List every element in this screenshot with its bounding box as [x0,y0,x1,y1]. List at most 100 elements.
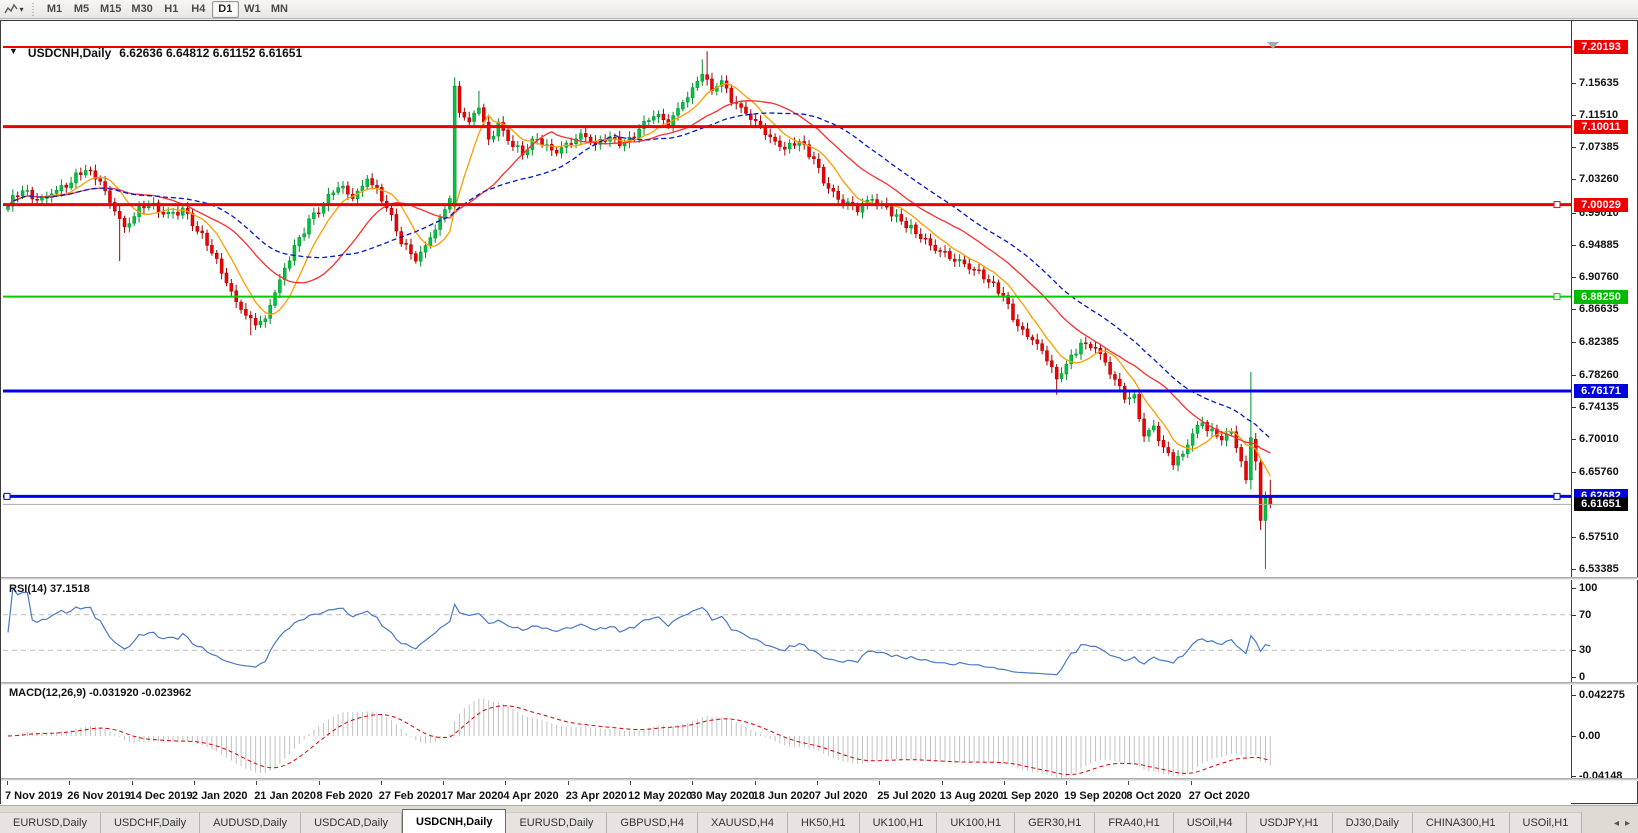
chart-symbol-label: USDCNH,Daily [27,46,112,60]
chart-dropdown-caret-icon[interactable]: ▾ [19,4,24,14]
rsi-panel-separator[interactable] [1,577,1638,580]
date-tick-mark [380,781,382,785]
date-tick-mark [505,781,507,785]
date-tick-mark [754,781,756,785]
timeframe-button-mn[interactable]: MN [270,3,288,15]
date-label: 8 Oct 2020 [1126,790,1182,802]
level-handle-left[interactable] [3,492,11,500]
chart-tab-fra40-h1-12[interactable]: FRA40,H1 [1095,812,1174,833]
chart-tab-china300-h1-16[interactable]: CHINA300,H1 [1412,812,1510,833]
rsi-tick-label: 70 [1579,608,1592,621]
date-tick-mark [1190,781,1192,785]
price-tick-label: 6.82385 [1579,336,1619,349]
chart-tab-ger30-h1-11[interactable]: GER30,H1 [1015,812,1096,833]
candlestick-glyph [4,3,19,13]
chart-tab-eurusd-daily-5[interactable]: EURUSD,Daily [506,812,608,833]
rsi-tick-label: 0 [1579,671,1586,683]
timeframe-button-m1[interactable]: M1 [46,3,63,15]
price-tick-mark [1571,342,1576,344]
date-label: 1 Sep 2020 [1001,790,1059,802]
rsi-tick-label: 30 [1579,644,1592,657]
date-label: 7 Jul 2020 [814,790,868,802]
price-tick-label: 6.57510 [1579,530,1619,543]
macd-panel-separator[interactable] [1,682,1638,685]
chart-tab-usoil-h1-17[interactable]: USOil,H1 [1509,812,1583,833]
price-tick-label: 6.86635 [1579,303,1619,316]
chart-tab-usoil-h4-13[interactable]: USOil,H4 [1173,812,1247,833]
price-badge-6.76171: 6.76171 [1574,383,1628,398]
date-label: 26 Nov 2019 [67,790,131,802]
timeframe-button-m30[interactable]: M30 [131,3,153,15]
timeframe-button-w1[interactable]: W1 [244,3,261,15]
tab-scroll-arrows: ◂ ▸ [1606,818,1638,833]
price-badge-6.88250: 6.88250 [1574,289,1628,304]
date-label: 30 May 2020 [690,790,755,802]
price-tick-label: 6.78260 [1579,368,1619,381]
date-label: 23 Apr 2020 [565,790,628,802]
date-axis[interactable]: 7 Nov 2019 26 Nov 2019 14 Dec 2019 2 Jan 20… [1,781,1571,805]
date-label: 7 Nov 2019 [5,790,63,802]
price-tick-label: 6.65760 [1579,466,1619,479]
price-tick-label: 6.90760 [1579,270,1619,283]
level-handle-right[interactable] [1553,492,1561,500]
date-tick-mark [318,781,320,785]
date-tick-mark [630,781,631,785]
rsi-tick-mark [1571,588,1576,589]
timeframe-button-h1[interactable]: H1 [164,3,179,15]
timeframe-button-h4[interactable]: H4 [191,3,206,15]
chart-tab-hk50-h1-8[interactable]: HK50,H1 [787,812,860,833]
level-handle-right[interactable] [1553,293,1561,301]
price-tick-mark [1571,472,1576,474]
chart-shift-marker-icon[interactable] [1267,42,1279,49]
timeframe-button-m5[interactable]: M5 [73,3,90,15]
toolbar-grip-handle[interactable] [30,2,35,16]
chart-tab-uk100-h1-9[interactable]: UK100,H1 [859,812,938,833]
tab-scroll-left-icon[interactable]: ◂ [1613,818,1619,829]
price-tick-label: 7.15635 [1579,76,1619,89]
price-tick-mark [1571,309,1576,311]
price-tick-mark [1571,406,1576,408]
chart-tab-dj30-daily-15[interactable]: DJ30,Daily [1332,812,1413,833]
chart-tab-usdchf-daily-1[interactable]: USDCHF,Daily [100,812,201,833]
chart-tab-xauusd-h4-7[interactable]: XAUUSD,H4 [697,812,788,833]
price-tick-label: 7.03260 [1579,173,1619,186]
date-tick-mark [941,781,943,785]
chart-tab-usdjpy-h1-14[interactable]: USDJPY,H1 [1246,812,1333,833]
macd-tick-label: 0.042275 [1579,689,1625,702]
chart-title: ▼ USDCNH,Daily 6.62636 6.64812 6.61152 6… [9,46,302,60]
chart-tab-uk100-h1-10[interactable]: UK100,H1 [937,812,1016,833]
ma-fast-line [7,82,1271,477]
collapse-triangle-icon[interactable]: ▼ [9,46,18,56]
rsi-indicator-label: RSI(14) 37.1518 [9,583,90,595]
price-tick-label: 6.53385 [1579,563,1619,575]
date-label: 14 Dec 2019 [129,790,193,802]
price-tick-label: 6.70010 [1579,433,1619,446]
tab-scroll-right-icon[interactable]: ▸ [1624,818,1630,829]
chart-tab-usdcnh-daily-4[interactable]: USDCNH,Daily [402,809,507,833]
level-handle-right[interactable] [1553,201,1561,209]
price-tick-label: 6.94885 [1579,238,1619,251]
price-tick-label: 6.74135 [1579,400,1619,413]
price-tick-label: 7.07385 [1579,141,1619,154]
price-tick-mark [1571,244,1576,246]
chart-tab-gbpusd-h4-6[interactable]: GBPUSD,H4 [607,812,698,833]
date-label: 18 Jun 2020 [752,790,815,802]
date-label: 27 Oct 2020 [1188,790,1250,802]
date-tick-mark [879,781,881,785]
chart-tab-usdcad-daily-3[interactable]: USDCAD,Daily [301,812,403,833]
price-badge-7.00029: 7.00029 [1574,197,1628,212]
rsi-tick-mark [1571,650,1576,652]
price-tick-mark [1571,536,1576,538]
timeframe-button-m15[interactable]: M15 [100,3,122,15]
timeframe-button-d1[interactable]: D1 [211,0,239,18]
date-label: 4 Apr 2020 [503,790,559,802]
candlestick-chart-icon[interactable]: ▾ [4,2,24,17]
main-chart-canvas[interactable] [1,21,1638,805]
date-axis-separator [1,778,1638,781]
date-label: 12 May 2020 [628,790,693,802]
chart-tab-audusd-daily-2[interactable]: AUDUSD,Daily [200,812,302,833]
chart-tab-bar: EURUSD,Daily USDCHF,Daily AUDUSD,Daily USDC… [0,805,1638,833]
chart-tab-eurusd-daily-0[interactable]: EURUSD,Daily [0,812,101,833]
date-tick-mark [443,781,445,785]
